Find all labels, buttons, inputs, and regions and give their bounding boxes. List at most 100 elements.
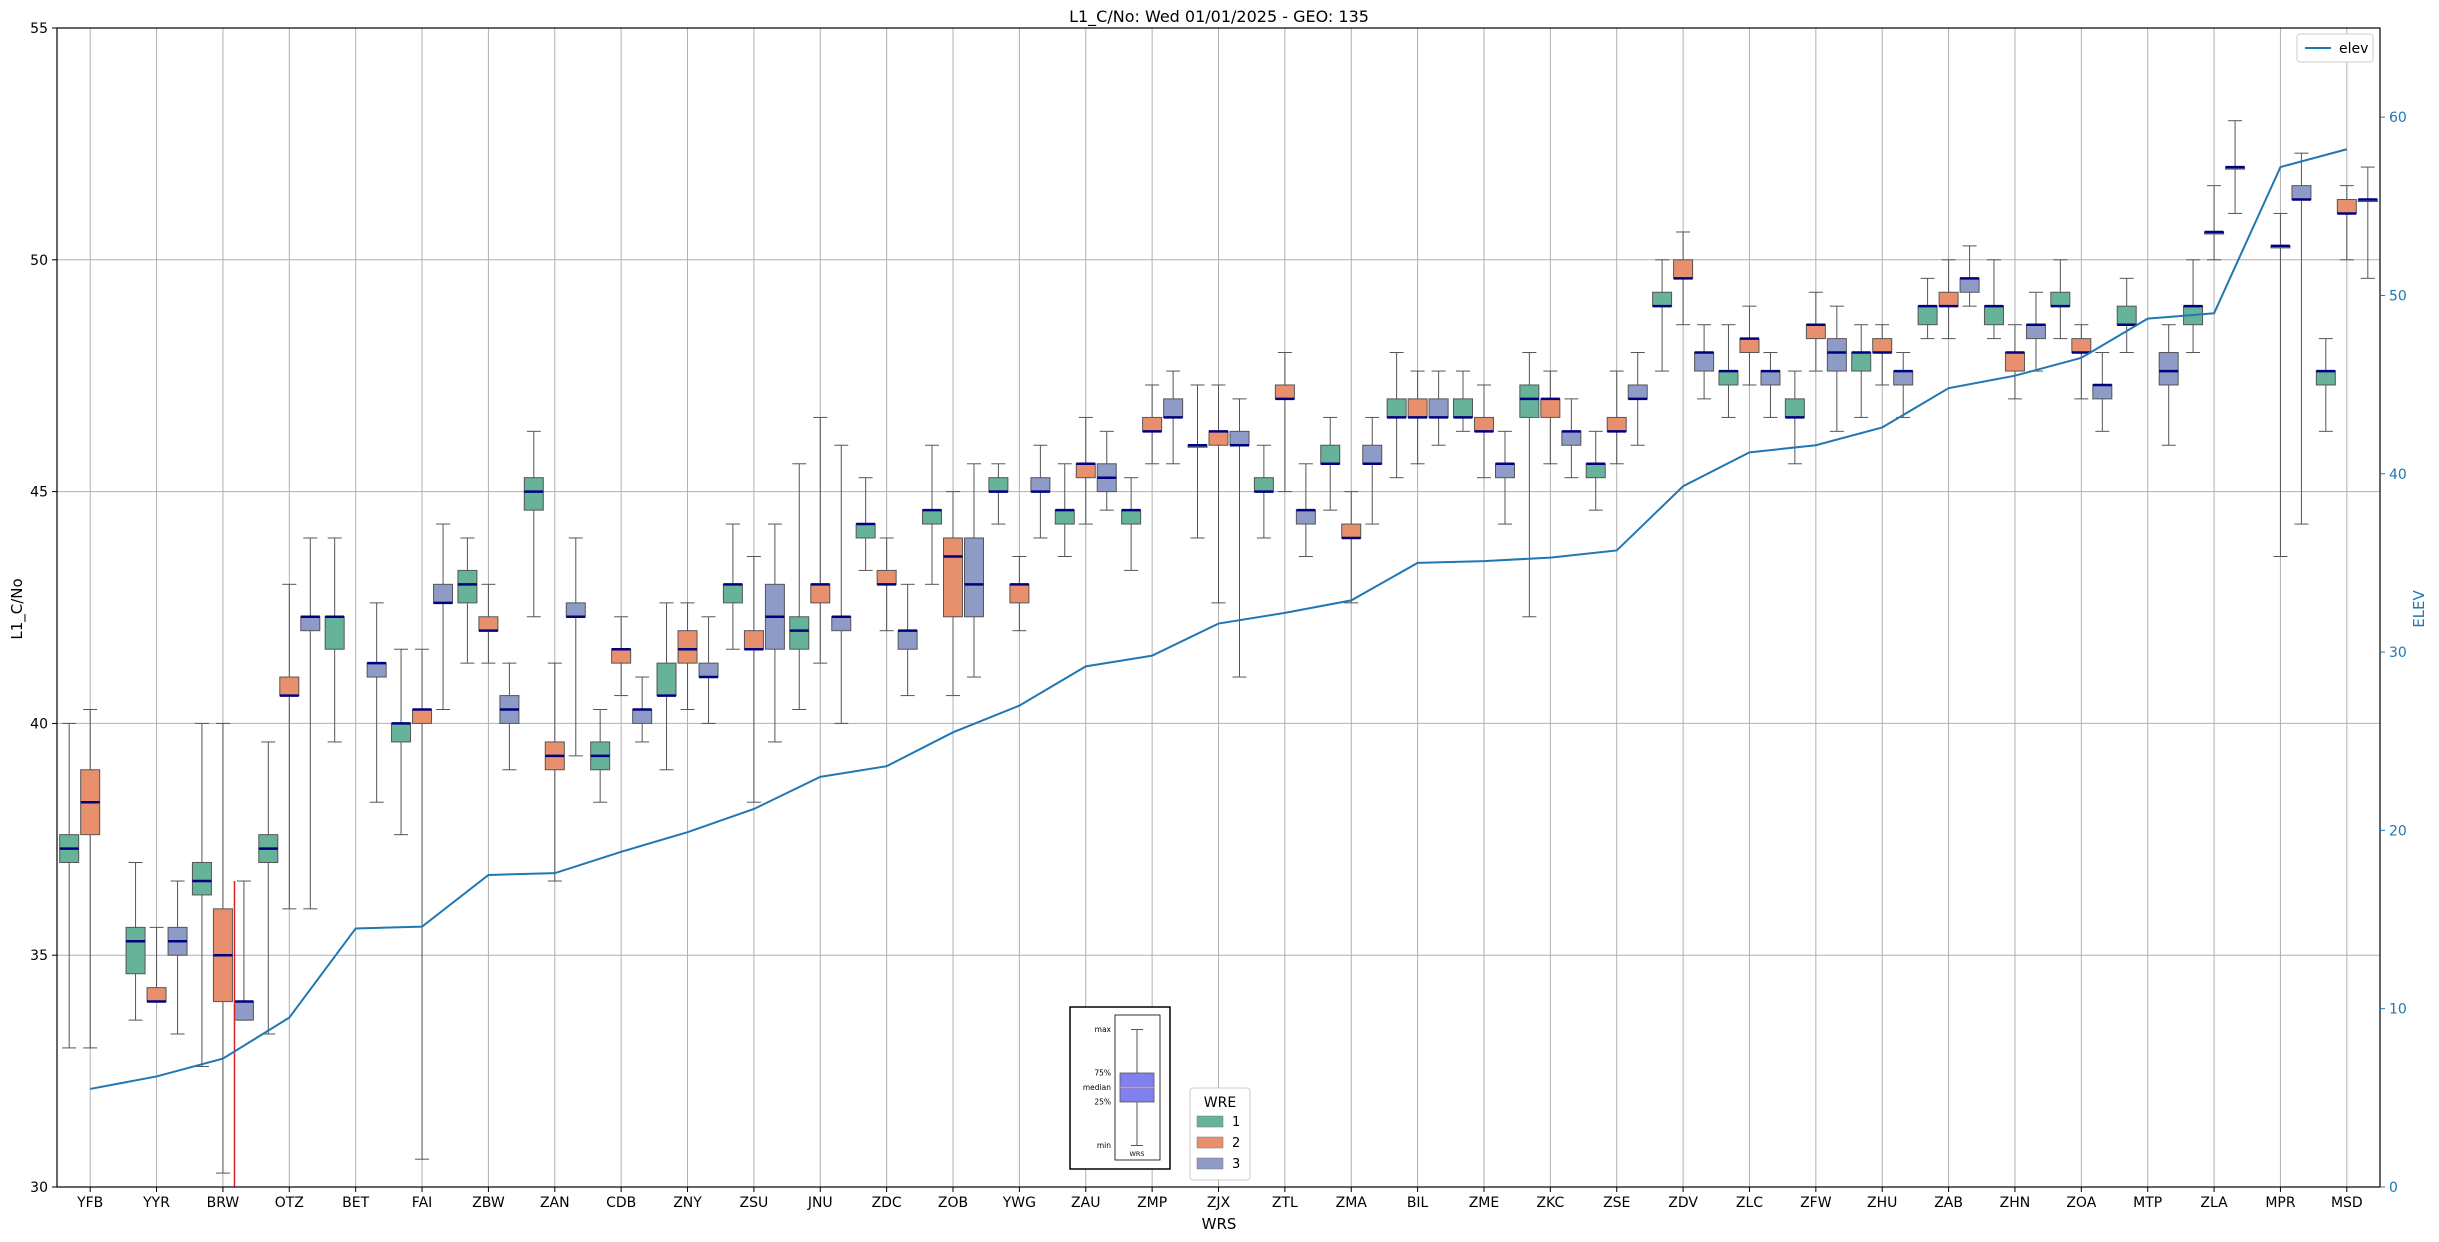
- box-wre3-msd: [2357, 166, 2378, 279]
- x-tick-label: MPR: [2265, 1195, 2296, 1211]
- box-wre2-zau: [1075, 416, 1096, 525]
- inset-plot-frame: [1114, 1014, 1161, 1161]
- x-tick-label: ZLA: [2200, 1195, 2228, 1211]
- inset-label: median: [1083, 1083, 1111, 1092]
- box-wre2-zhu: [1872, 324, 1893, 386]
- x-tick-label: ZMP: [1137, 1195, 1167, 1211]
- box-wre2-bil: [1407, 370, 1428, 465]
- box-wre3-zan: [565, 537, 586, 757]
- y-tick-label: 30: [30, 1180, 48, 1196]
- x-tick-label: ZAN: [540, 1195, 570, 1211]
- y2-tick-label: 20: [2389, 823, 2407, 839]
- box-iqr: [677, 630, 698, 664]
- box-iqr: [412, 708, 433, 724]
- box-wre2-brw: [212, 722, 233, 1174]
- box-wre1-zob: [922, 444, 943, 585]
- box-iqr: [233, 1001, 254, 1021]
- y-tick-label: 35: [30, 948, 48, 964]
- y2-axis-label: ELEV: [2410, 589, 2428, 627]
- x-tick-label: ZAU: [1071, 1195, 1100, 1211]
- elev-legend-frame: [2296, 33, 2374, 63]
- box-iqr: [1274, 384, 1295, 400]
- inset-label: 75%: [1094, 1069, 1111, 1078]
- box-iqr: [810, 583, 831, 604]
- box-wre2-zab: [1938, 259, 1959, 340]
- box-plots: [59, 120, 2378, 1187]
- box-iqr: [1917, 305, 1938, 326]
- inset-label: min: [1097, 1141, 1111, 1150]
- box-iqr: [2071, 338, 2092, 354]
- box-iqr: [191, 861, 212, 896]
- box-iqr: [1694, 352, 1715, 372]
- box-iqr: [656, 662, 677, 697]
- box-wre2-jnu: [810, 416, 831, 664]
- x-tick-label: ZOB: [938, 1195, 968, 1211]
- box-wre1-zjx: [1187, 384, 1208, 539]
- box-wre1-zme: [1452, 370, 1473, 432]
- box-iqr: [743, 630, 764, 650]
- box-wre3-zsu: [764, 523, 785, 743]
- box-wre3-zob: [964, 463, 985, 678]
- box-wre3-zbw: [499, 662, 520, 771]
- box-iqr: [855, 523, 876, 539]
- box-wre2-zbw: [478, 583, 499, 664]
- box-wre3-zma: [1362, 416, 1383, 525]
- box-iqr: [1872, 338, 1893, 354]
- x-tick-label: ZNY: [673, 1195, 702, 1211]
- box-wre3-fai: [433, 523, 454, 710]
- box-wre3-jnu: [831, 444, 852, 724]
- x-tick-label: OTZ: [275, 1195, 304, 1211]
- box-wre2-yyr: [146, 926, 167, 1003]
- box-wre1-zma: [1320, 416, 1341, 511]
- x-tick-label: ZMA: [1336, 1195, 1368, 1211]
- box-wre1-jnu: [789, 463, 810, 710]
- box-wre2-zhn: [2004, 324, 2025, 400]
- box-wre3-zoa: [2092, 352, 2113, 432]
- box-iqr: [1983, 305, 2004, 326]
- box-wre1-zfw: [1784, 370, 1805, 465]
- wre-legend-label-1: 1: [1232, 1115, 1240, 1130]
- y2-tick-label: 10: [2389, 1002, 2407, 1018]
- box-iqr: [1959, 277, 1980, 293]
- box-wre1-zny: [656, 602, 677, 771]
- wre-legend-swatch-3: [1196, 1157, 1224, 1170]
- box-wre1-zbw: [457, 537, 478, 664]
- box-iqr: [1452, 398, 1473, 418]
- y-tick-label: 50: [30, 253, 48, 269]
- box-wre3-zmp: [1163, 370, 1184, 465]
- box-iqr: [1054, 509, 1075, 525]
- box-iqr: [1718, 370, 1739, 386]
- box-wre2-msd: [2336, 185, 2357, 261]
- box-wre2-zdc: [876, 537, 897, 632]
- box-iqr: [366, 662, 387, 678]
- box-iqr: [1295, 509, 1316, 525]
- box-wre3-mtp: [2158, 324, 2179, 446]
- box-wre2-zma: [1341, 491, 1362, 604]
- box-iqr: [2025, 324, 2046, 340]
- box-iqr: [1760, 370, 1781, 386]
- chart-title: L1_C/No: Wed 01/01/2025 - GEO: 135: [1069, 7, 1369, 27]
- x-tick-label: ZSU: [740, 1195, 769, 1211]
- box-wre2-fai: [412, 648, 433, 1160]
- box-wre1-mtp: [2116, 277, 2137, 354]
- box-iqr: [2158, 352, 2179, 386]
- box-iqr: [457, 569, 478, 604]
- box-iqr: [1494, 463, 1515, 479]
- box-wre2-zmp: [1142, 384, 1163, 465]
- box-iqr: [1652, 291, 1673, 307]
- box-iqr: [964, 537, 985, 618]
- box-iqr: [988, 477, 1009, 493]
- box-wre1-zmp: [1121, 477, 1142, 571]
- box-wre1-zhu: [1851, 324, 1872, 418]
- box-iqr: [2116, 305, 2137, 326]
- box-iqr: [2315, 370, 2336, 386]
- box-wre3-bet: [366, 602, 387, 803]
- box-iqr: [2336, 199, 2357, 214]
- box-wre2-zdv: [1673, 231, 1694, 326]
- inset-label: max: [1095, 1025, 1112, 1034]
- x-tick-label: ZDC: [872, 1195, 902, 1211]
- y-tick-label: 45: [30, 485, 48, 501]
- box-wre3-zhn: [2025, 291, 2046, 372]
- box-wre2-zan: [544, 662, 565, 882]
